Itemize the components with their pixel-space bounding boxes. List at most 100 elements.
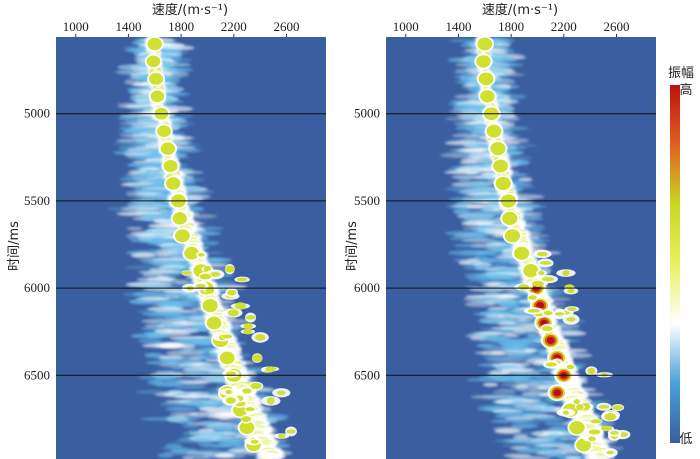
colorbar-high-label: 高	[679, 82, 692, 98]
energy-blob-peak	[536, 302, 545, 310]
energy-streak	[477, 319, 493, 324]
scatter-patch	[587, 367, 596, 375]
scatter-patch	[286, 429, 296, 434]
energy-blob	[160, 142, 176, 155]
scatter-patch	[243, 328, 253, 335]
scatter-patch	[601, 425, 612, 432]
y-tick-label: 5500	[354, 193, 380, 208]
y-tick-label: 5000	[24, 106, 50, 121]
energy-blob	[184, 246, 200, 260]
scatter-patch	[245, 315, 256, 320]
energy-streak	[445, 204, 472, 209]
scatter-patch	[278, 433, 286, 439]
energy-streak	[493, 399, 514, 404]
scatter-patch	[576, 404, 584, 411]
scatter-patch	[562, 410, 569, 415]
scatter-patch	[554, 312, 565, 316]
energy-blob	[150, 90, 165, 103]
scatter-patch	[240, 416, 252, 423]
energy-blob	[490, 142, 506, 156]
right-y-axis-label: 时间/ms	[345, 221, 360, 271]
energy-blob-peak	[553, 389, 562, 397]
scatter-patch	[541, 326, 553, 332]
energy-streak	[142, 272, 164, 277]
energy-streak	[177, 418, 193, 424]
scatter-patch	[255, 334, 266, 341]
scatter-patch	[610, 430, 619, 435]
energy-streak	[482, 382, 499, 387]
energy-streak	[183, 455, 210, 459]
left-velocity-spectrum: 速度/(m·s⁻¹) 1000 1400 1800 2200 2600 5000 5500…	[7, 2, 326, 459]
right-velocity-spectrum: 速度/(m·s⁻¹) 1000 1400 1800 2200 2600 5000 5500…	[345, 2, 656, 459]
energy-streak	[509, 456, 552, 459]
trend-energy	[583, 454, 610, 459]
energy-blob	[493, 159, 508, 173]
x-tick-label: 1800	[168, 19, 194, 34]
scatter-patch	[566, 364, 575, 370]
scatter-patch	[538, 270, 545, 276]
right-y-ticks: 5000 5500 6000 6500	[354, 106, 380, 383]
colorbar-low-label: 低	[679, 432, 692, 447]
energy-streak	[192, 326, 211, 331]
energy-streak	[451, 175, 490, 180]
scatter-patch	[245, 407, 255, 412]
scatter-patch	[250, 439, 259, 444]
energy-streak	[202, 452, 233, 459]
scatter-patch	[536, 251, 548, 257]
energy-streak	[559, 436, 579, 441]
y-tick-label: 6500	[24, 367, 50, 382]
right-x-axis-label: 速度/(m·s⁻¹)	[482, 2, 558, 18]
left-y-axis-label: 时间/ms	[7, 221, 22, 271]
energy-streak	[565, 456, 582, 459]
energy-blob	[239, 421, 255, 435]
scatter-patch	[250, 382, 262, 390]
energy-streak	[486, 358, 529, 363]
y-tick-label: 5500	[24, 193, 50, 208]
energy-blob	[202, 298, 218, 313]
energy-streak	[492, 389, 517, 395]
energy-streak	[464, 301, 496, 308]
energy-blob	[514, 246, 530, 260]
scatter-patch	[205, 287, 215, 294]
scatter-patch	[588, 429, 601, 435]
scatter-patch	[543, 310, 553, 316]
energy-blob	[166, 177, 181, 190]
energy-streak	[144, 216, 158, 221]
x-tick-label: 1800	[498, 19, 524, 34]
scatter-patch	[604, 412, 616, 421]
scatter-patch	[612, 405, 624, 410]
energy-streak	[124, 265, 157, 270]
scatter-patch	[601, 372, 608, 377]
scatter-patch	[266, 397, 275, 405]
energy-streak	[199, 443, 233, 448]
scatter-patch	[224, 265, 235, 273]
energy-blob	[147, 37, 162, 51]
scatter-patch	[234, 302, 246, 310]
trend-energy	[256, 454, 282, 459]
energy-blob	[476, 55, 491, 68]
x-tick-label: 2200	[551, 19, 577, 34]
energy-streak	[165, 406, 198, 412]
scatter-patch	[588, 436, 596, 442]
scatter-patch	[237, 277, 248, 282]
scatter-patch	[562, 270, 570, 277]
left-x-ticks: 1000 1400 1800 2200 2600	[63, 19, 299, 37]
energy-streak	[497, 320, 517, 327]
energy-blob	[502, 211, 518, 225]
x-tick-label: 2200	[221, 19, 247, 34]
energy-streak	[182, 424, 199, 429]
right-heatmap-marks	[440, 35, 631, 459]
energy-streak	[494, 439, 536, 443]
scatter-patch	[227, 289, 237, 296]
x-tick-label: 1400	[445, 19, 471, 34]
scatter-patch	[242, 388, 252, 394]
scatter-patch	[252, 354, 263, 362]
colorbar: 振幅 高 低	[668, 66, 694, 447]
energy-blob	[163, 160, 178, 173]
scatter-patch	[528, 295, 537, 300]
scatter-patch	[227, 309, 239, 317]
energy-streak	[461, 238, 498, 243]
scatter-patch	[606, 450, 614, 455]
energy-streak	[483, 356, 529, 360]
energy-streak	[458, 177, 472, 182]
